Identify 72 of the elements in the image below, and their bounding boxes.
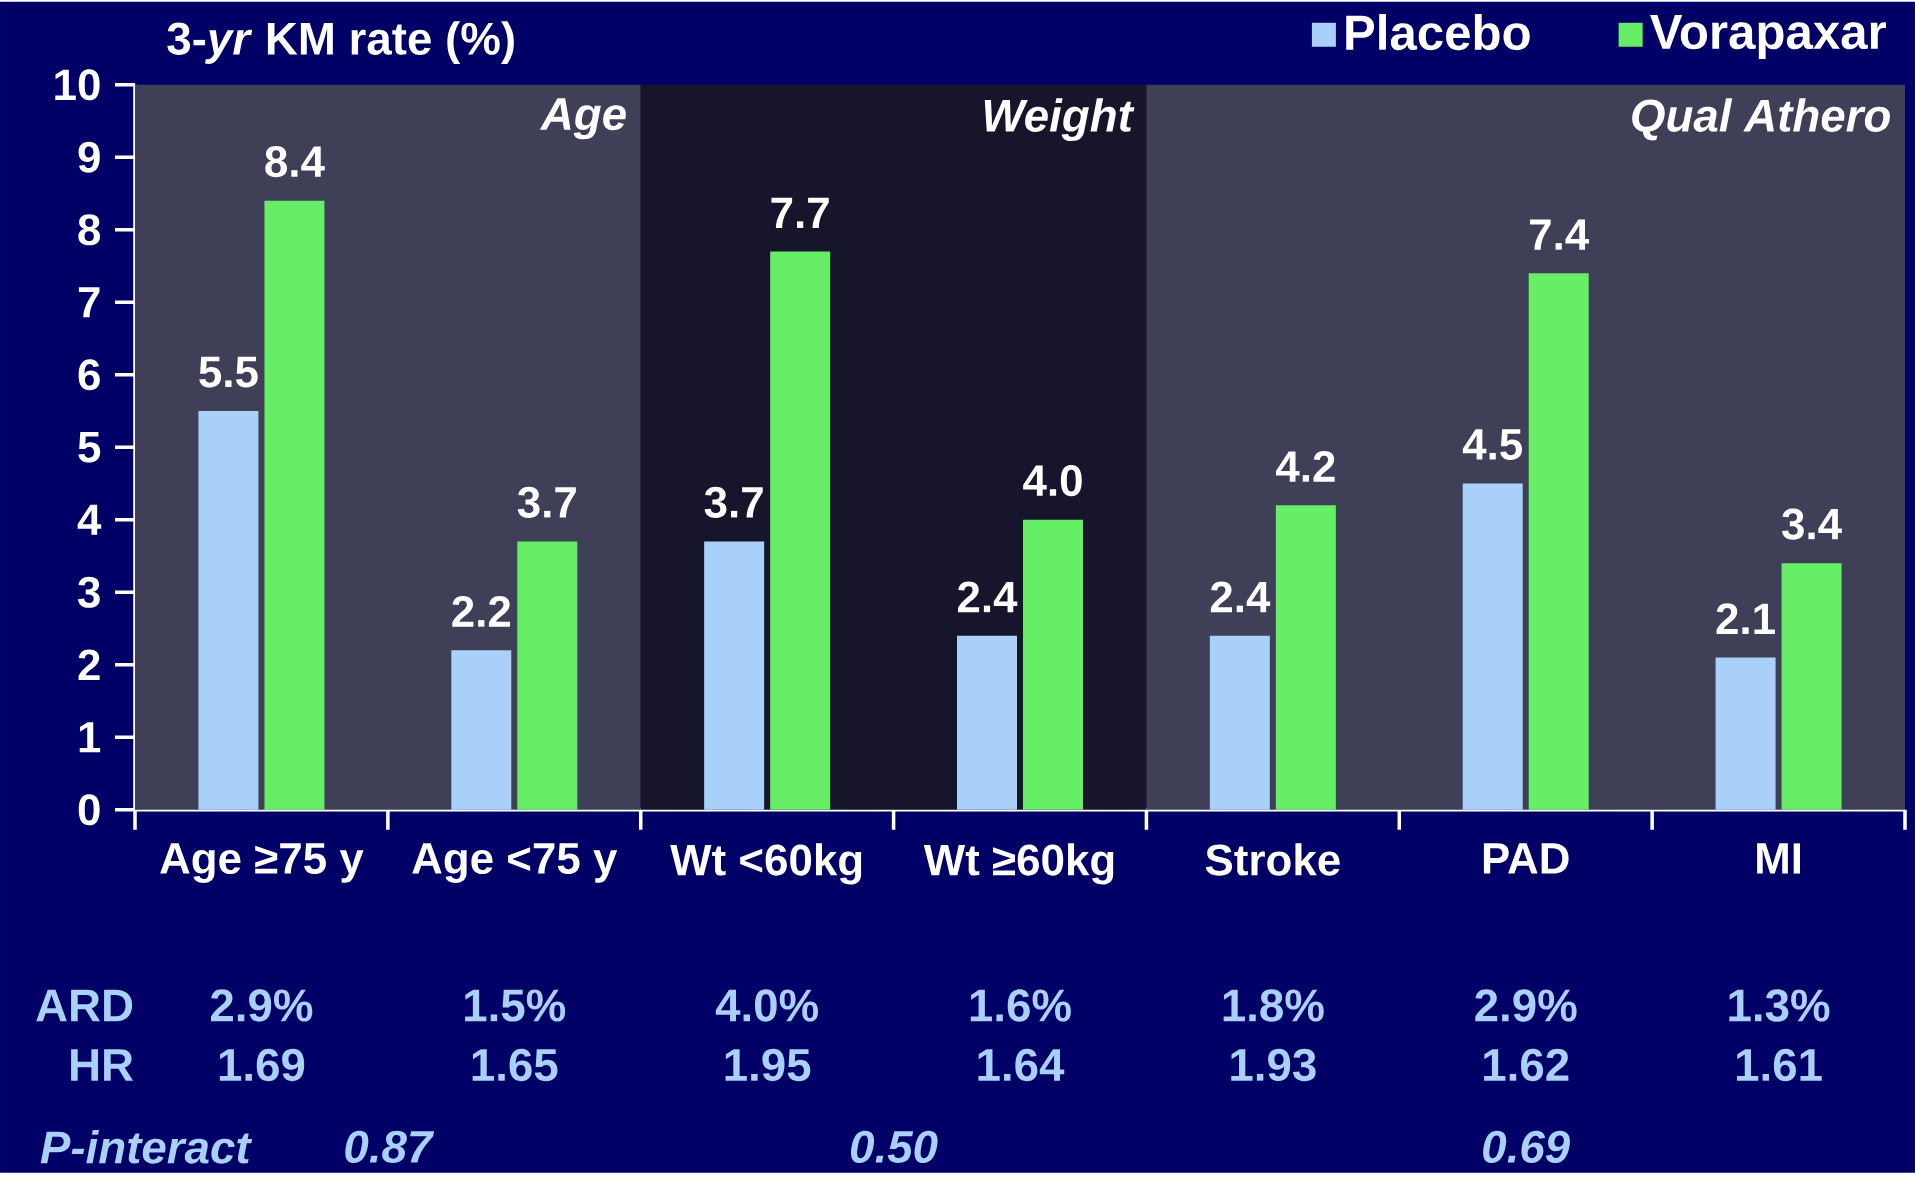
band-label: Weight (984, 98, 1135, 142)
y-tick-label: 9 (78, 141, 100, 174)
y-tick-label: 6 (78, 359, 100, 391)
bar (1209, 635, 1270, 810)
data-label: 2.4 (1210, 581, 1271, 613)
text: 1.93 (1231, 1048, 1316, 1082)
data-label: 2.2 (452, 596, 511, 627)
bar (1462, 483, 1523, 810)
text: 1.64 (978, 1048, 1065, 1082)
band-label: Qual Athero (1632, 98, 1890, 141)
bar (1715, 657, 1776, 810)
data-label: 8.4 (265, 146, 325, 178)
bar (704, 541, 765, 810)
x-tick-label: Wt ≥60kg (923, 843, 1114, 885)
bar (198, 411, 259, 810)
y-tick-label: 8 (78, 214, 101, 246)
bar (1781, 563, 1842, 810)
text: 1.69 (219, 1048, 305, 1082)
bar (957, 635, 1017, 810)
bar (517, 541, 578, 810)
data-label: 3.7 (704, 487, 763, 519)
bar (1023, 519, 1084, 810)
legend-label: Vorapaxar (1650, 15, 1886, 60)
text: 2.9% (210, 989, 313, 1022)
data-label: 7.4 (1530, 219, 1590, 250)
data-label: 3.7 (517, 487, 576, 519)
data-label: 3.4 (1782, 508, 1842, 540)
text: 0.50 (850, 1130, 938, 1164)
bar (451, 650, 512, 810)
data-label: 4.5 (1462, 429, 1523, 461)
y-tick-label: 4 (77, 504, 102, 536)
y-tick-label: 5 (78, 432, 101, 463)
text: 4.0% (715, 989, 818, 1022)
text: 1.5% (465, 989, 566, 1022)
text: 1.65 (472, 1048, 558, 1082)
text: 1.6% (970, 989, 1071, 1022)
data-label: 5.5 (199, 357, 258, 388)
text: 2.9% (1475, 989, 1577, 1022)
bar (1528, 273, 1589, 810)
bar (264, 200, 325, 810)
x-tick-label: Wt <60kg (670, 843, 862, 885)
data-label: 2.1 (1716, 603, 1775, 635)
y-tick-label: 10 (55, 69, 100, 101)
text: 1.95 (725, 1048, 811, 1082)
text: HR (71, 1049, 134, 1081)
text: P-interact (40, 1130, 253, 1164)
bar (1275, 505, 1336, 810)
text: 0.87 (345, 1130, 435, 1164)
y-tick-label: 1 (79, 722, 101, 753)
band-label: Age (539, 98, 626, 140)
data-label: 4.2 (1275, 451, 1335, 482)
text: 1.3% (1729, 989, 1830, 1022)
legend-label: Placebo (1346, 14, 1530, 51)
text: 1.62 (1484, 1048, 1569, 1082)
data-label: 7.7 (771, 197, 829, 229)
x-tick-label: Age ≥75 y (160, 843, 364, 884)
x-tick-label: Age <75 y (412, 843, 618, 884)
data-label: 2.4 (958, 581, 1018, 613)
y-axis-title: 3-yr KM rate (%) (167, 21, 514, 65)
y-tick-label: 0 (78, 794, 100, 826)
x-tick-label: MI (1757, 843, 1801, 874)
text: 1.61 (1736, 1048, 1822, 1082)
y-tick-label: 7 (78, 287, 100, 318)
y-tick-label: 2 (78, 649, 100, 681)
data-label: 4.0 (1023, 465, 1082, 497)
x-tick-label: Stroke (1205, 843, 1340, 876)
bar (770, 251, 831, 810)
text: 0.69 (1483, 1130, 1570, 1164)
text: ARD (36, 990, 133, 1022)
text: 1.8% (1223, 989, 1324, 1022)
y-tick-label: 3 (77, 576, 100, 609)
x-tick-label: PAD (1483, 843, 1569, 874)
